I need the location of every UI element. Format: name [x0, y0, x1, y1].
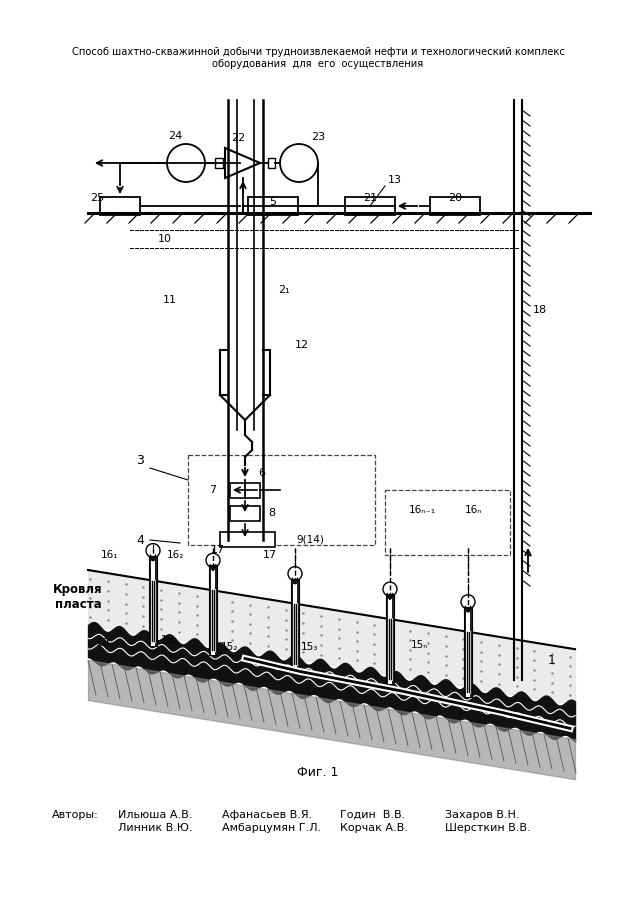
Text: 16ₙ: 16ₙ — [466, 505, 483, 515]
Text: Захаров В.Н.: Захаров В.Н. — [445, 810, 520, 820]
Text: Кровля: Кровля — [53, 583, 103, 597]
Text: Ильюша А.В.: Ильюша А.В. — [118, 810, 192, 820]
Bar — [209, 565, 217, 655]
Bar — [149, 556, 157, 645]
Bar — [464, 607, 472, 697]
Text: 11: 11 — [163, 295, 177, 305]
Bar — [230, 483, 260, 498]
Text: 17: 17 — [263, 550, 277, 560]
Text: 15ₙ: 15ₙ — [411, 640, 429, 650]
Text: 20: 20 — [448, 193, 462, 203]
Text: 8: 8 — [268, 508, 275, 518]
Text: 15₂: 15₂ — [221, 642, 238, 652]
Text: 16₁: 16₁ — [101, 550, 119, 560]
Bar — [293, 583, 297, 669]
Bar — [388, 599, 392, 684]
Text: 15₁: 15₁ — [162, 635, 179, 645]
Text: Афанасьев В.Я.: Афанасьев В.Я. — [222, 810, 312, 820]
Bar — [215, 158, 223, 168]
Text: 5: 5 — [270, 197, 277, 207]
Bar — [268, 158, 275, 168]
Text: 18: 18 — [533, 305, 547, 315]
Text: 17: 17 — [211, 545, 225, 555]
Text: 7: 7 — [209, 485, 217, 495]
Text: 16ₙ₋₁: 16ₙ₋₁ — [408, 505, 436, 515]
Text: 10: 10 — [158, 234, 172, 244]
Bar — [220, 532, 275, 547]
Text: 21: 21 — [363, 193, 377, 203]
Text: оборудования  для  его  осуществления: оборудования для его осуществления — [212, 59, 424, 69]
Text: 24: 24 — [168, 131, 182, 141]
Bar — [345, 197, 395, 215]
Bar — [100, 197, 140, 215]
Text: Амбарцумян Г.Л.: Амбарцумян Г.Л. — [222, 823, 321, 833]
Text: 22: 22 — [231, 133, 245, 143]
Text: 4: 4 — [136, 533, 144, 547]
Text: Фиг. 1: Фиг. 1 — [297, 767, 339, 779]
Bar — [248, 197, 298, 215]
Bar — [151, 561, 155, 645]
Text: Способ шахтно-скважинной добычи трудноизвлекаемой нефти и технологический компле: Способ шахтно-скважинной добычи трудноиз… — [72, 47, 564, 57]
Text: Корчак А.В.: Корчак А.В. — [340, 823, 408, 833]
Bar — [291, 579, 299, 669]
Text: 15₃: 15₃ — [301, 642, 319, 652]
Text: 23: 23 — [311, 132, 325, 142]
Text: пласта: пласта — [55, 598, 101, 610]
Bar — [466, 612, 470, 697]
Text: 19: 19 — [96, 638, 110, 648]
Text: 25: 25 — [90, 193, 104, 203]
Text: Линник В.Ю.: Линник В.Ю. — [118, 823, 193, 833]
Text: 1: 1 — [548, 654, 556, 666]
Text: 12: 12 — [295, 340, 309, 350]
Text: 6: 6 — [258, 468, 265, 478]
Bar — [230, 506, 260, 521]
Bar — [430, 197, 480, 215]
Bar — [386, 594, 394, 684]
Text: Авторы:: Авторы: — [52, 810, 99, 820]
Text: 2₁: 2₁ — [278, 285, 289, 295]
Text: 16₂: 16₂ — [166, 550, 184, 560]
Text: Годин  В.В.: Годин В.В. — [340, 810, 405, 820]
Text: Шерсткин В.В.: Шерсткин В.В. — [445, 823, 530, 833]
Bar — [211, 570, 215, 655]
Text: 13: 13 — [388, 175, 402, 185]
Text: 9(14): 9(14) — [296, 534, 324, 544]
Text: 3: 3 — [136, 453, 144, 467]
